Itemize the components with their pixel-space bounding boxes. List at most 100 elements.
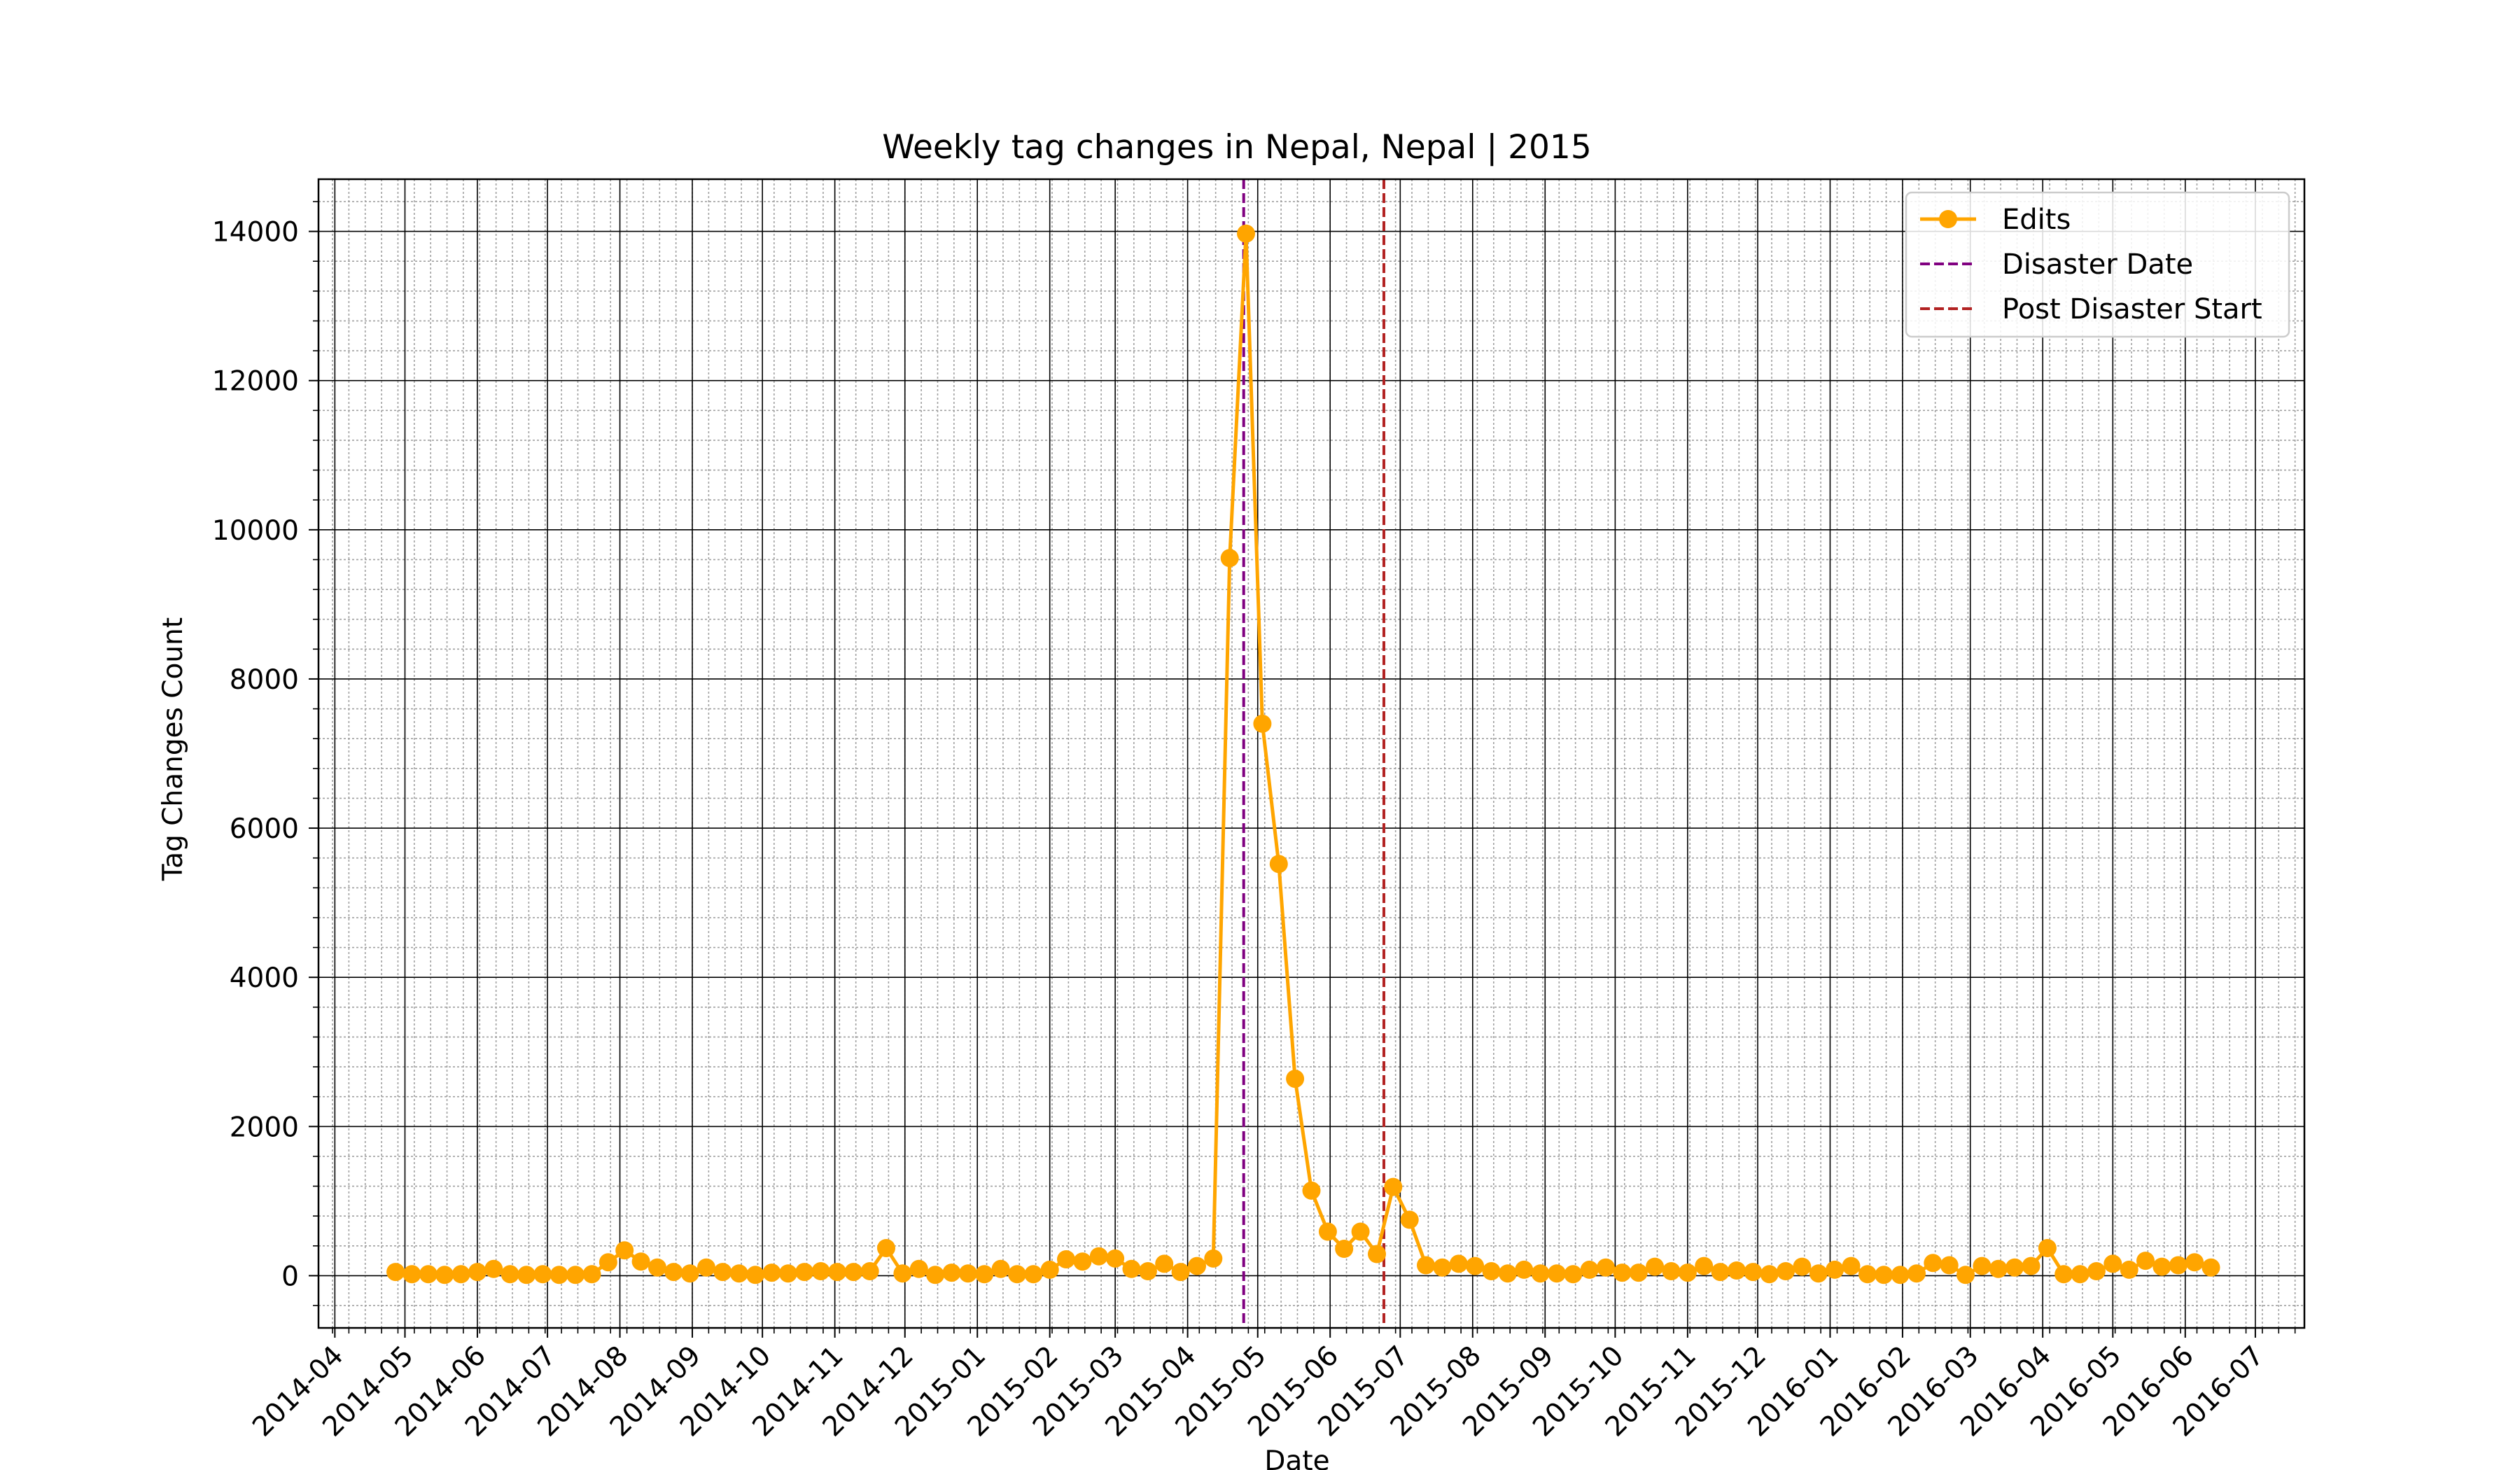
y-tick-label: 14000: [212, 217, 299, 248]
data-point: [1777, 1262, 1795, 1280]
data-point: [1842, 1256, 1861, 1275]
data-point: [648, 1258, 666, 1277]
data-point: [1907, 1264, 1926, 1283]
data-point: [550, 1266, 568, 1284]
data-point: [1269, 855, 1288, 874]
legend-label: Disaster Date: [2002, 248, 2193, 281]
data-point: [1515, 1260, 1534, 1279]
data-point: [1368, 1245, 1386, 1264]
data-point: [1580, 1260, 1599, 1279]
data-point: [2185, 1253, 2204, 1272]
data-point: [1286, 1070, 1305, 1088]
data-point: [1711, 1263, 1730, 1282]
legend-edits-marker: [1939, 210, 1957, 228]
data-point: [435, 1266, 454, 1284]
data-point: [402, 1265, 421, 1284]
data-point: [1629, 1264, 1648, 1282]
data-point: [958, 1264, 977, 1283]
data-point: [1155, 1254, 1174, 1273]
data-point: [729, 1264, 748, 1283]
x-axis-label: Date: [1264, 1446, 1329, 1470]
data-point: [1597, 1258, 1615, 1277]
data-point: [1482, 1262, 1501, 1280]
data-point: [828, 1263, 846, 1282]
data-point: [762, 1264, 781, 1282]
data-point: [1335, 1240, 1354, 1258]
data-point: [2202, 1258, 2220, 1277]
data-point: [1956, 1266, 1975, 1284]
data-point: [1417, 1256, 1435, 1275]
data-point: [1548, 1264, 1566, 1283]
data-point: [566, 1266, 585, 1284]
y-tick-label: 2000: [230, 1112, 299, 1143]
data-point: [2022, 1256, 2040, 1275]
data-point: [1171, 1263, 1190, 1282]
data-point: [500, 1265, 519, 1284]
data-point: [1237, 224, 1255, 243]
data-point: [1188, 1256, 1206, 1275]
plot-frame: [317, 178, 2306, 1329]
data-point: [1008, 1265, 1026, 1284]
y-tick-label: 0: [281, 1261, 299, 1292]
data-point: [2038, 1239, 2057, 1257]
data-point: [1809, 1264, 1828, 1283]
data-point: [1662, 1262, 1681, 1280]
legend-box: [1905, 191, 2290, 338]
y-tick-label: 6000: [230, 813, 299, 845]
data-point: [1678, 1264, 1697, 1282]
data-point: [2087, 1262, 2106, 1280]
major-grid: [318, 179, 2304, 1328]
data-point: [664, 1263, 683, 1282]
data-point: [909, 1259, 928, 1278]
data-point: [1613, 1264, 1632, 1282]
chart-title: Weekly tag changes in Nepal, Nepal | 201…: [882, 128, 1592, 167]
data-point: [2120, 1260, 2138, 1279]
data-point: [2104, 1254, 2122, 1273]
data-point: [1531, 1264, 1550, 1283]
data-point: [860, 1262, 879, 1280]
data-point: [1057, 1250, 1075, 1268]
data-point: [1024, 1265, 1043, 1284]
y-axis: 0 2000 4000 6000 8000 10000 12000 14000: [212, 201, 318, 1306]
y-tick-label: 10000: [212, 515, 299, 547]
y-tick-label: 8000: [230, 664, 299, 696]
data-point: [1073, 1252, 1092, 1271]
series-edits: [386, 224, 2220, 1284]
data-point: [1089, 1247, 1108, 1266]
data-point: [1858, 1265, 1877, 1284]
data-point: [1744, 1263, 1763, 1282]
data-point: [1646, 1257, 1665, 1276]
data-point: [1989, 1259, 2008, 1278]
data-point: [1302, 1181, 1321, 1200]
legend: Edits Disaster Date Post Disaster Start: [1905, 191, 2290, 338]
data-point: [1891, 1266, 1910, 1284]
data-point: [811, 1262, 830, 1280]
data-point: [893, 1264, 912, 1283]
data-point: [1253, 714, 1272, 733]
data-point: [778, 1264, 797, 1283]
data-point: [975, 1265, 994, 1284]
data-point: [1040, 1260, 1059, 1279]
data-point: [468, 1263, 486, 1282]
data-point: [1760, 1265, 1779, 1284]
data-point: [386, 1263, 405, 1282]
data-point: [631, 1252, 650, 1271]
data-point: [1433, 1258, 1452, 1277]
data-point: [1973, 1256, 1991, 1275]
y-tick-label: 12000: [212, 366, 299, 398]
data-point: [1220, 549, 1239, 568]
data-point: [2152, 1257, 2171, 1276]
reference-lines: [1242, 179, 1385, 1328]
data-point: [746, 1266, 765, 1284]
data-point: [1793, 1257, 1812, 1276]
y-axis-label: Tag Changes Count: [158, 617, 189, 881]
data-point: [680, 1264, 699, 1283]
data-point: [533, 1265, 552, 1284]
data-point: [615, 1241, 634, 1260]
y-tick-label: 4000: [230, 962, 299, 994]
data-point: [844, 1263, 863, 1282]
data-point: [2169, 1256, 2188, 1275]
data-point: [598, 1253, 617, 1272]
data-point: [942, 1264, 961, 1282]
